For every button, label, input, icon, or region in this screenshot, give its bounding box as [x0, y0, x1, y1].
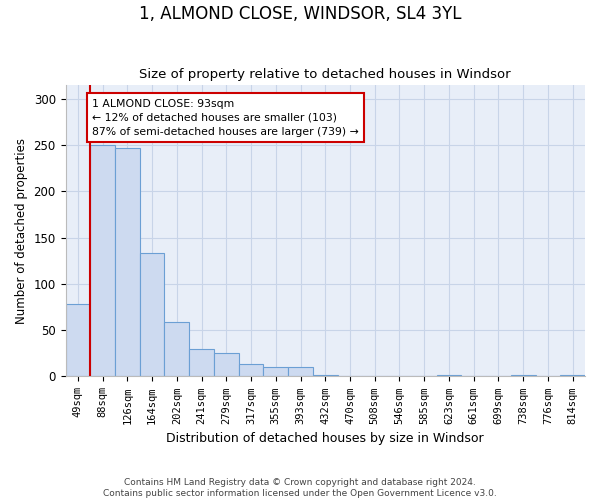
Text: Contains HM Land Registry data © Crown copyright and database right 2024.
Contai: Contains HM Land Registry data © Crown c… [103, 478, 497, 498]
Bar [560, 374, 585, 376]
Bar [511, 374, 536, 376]
Bar [313, 374, 338, 376]
Bar [214, 354, 239, 376]
Bar [115, 148, 140, 376]
Bar [263, 367, 288, 376]
Bar [65, 304, 90, 376]
X-axis label: Distribution of detached houses by size in Windsor: Distribution of detached houses by size … [166, 432, 484, 445]
Y-axis label: Number of detached properties: Number of detached properties [15, 138, 28, 324]
Bar [164, 322, 189, 376]
Bar [189, 348, 214, 376]
Text: 1, ALMOND CLOSE, WINDSOR, SL4 3YL: 1, ALMOND CLOSE, WINDSOR, SL4 3YL [139, 5, 461, 23]
Bar [140, 254, 164, 376]
Bar [288, 367, 313, 376]
Title: Size of property relative to detached houses in Windsor: Size of property relative to detached ho… [139, 68, 511, 81]
Bar [90, 145, 115, 376]
Bar [437, 374, 461, 376]
Bar [239, 364, 263, 376]
Text: 1 ALMOND CLOSE: 93sqm
← 12% of detached houses are smaller (103)
87% of semi-det: 1 ALMOND CLOSE: 93sqm ← 12% of detached … [92, 99, 359, 137]
